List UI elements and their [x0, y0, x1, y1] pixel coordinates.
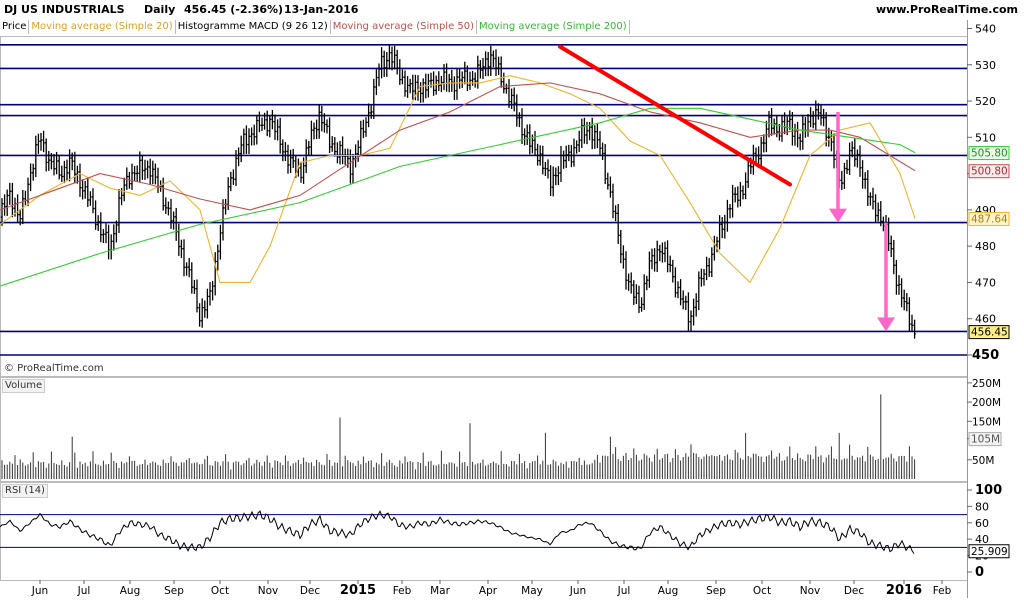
instrument-name: DJ US INDUSTRIALS: [4, 3, 125, 16]
price-tag: [968, 164, 1010, 179]
volume-pane-label[interactable]: Volume: [2, 379, 46, 393]
price-tick-label: 540: [975, 23, 996, 36]
rsi-tick-label: 80: [975, 500, 989, 513]
rsi-tick-label: 0: [975, 565, 984, 580]
legend-price[interactable]: Price: [0, 20, 30, 34]
volume-pane: 250M 200M 150M 105M 50M: [1, 378, 1002, 479]
volume-tick-label: 250M: [972, 378, 1001, 390]
price-tick-label: 480: [975, 240, 996, 253]
legend-macd[interactable]: Histogramme MACD (9 26 12): [176, 20, 331, 34]
price-tag-label: 487.64: [971, 213, 1008, 225]
header-date: 13-Jan-2016: [284, 3, 359, 16]
price-bars: [0, 44, 916, 339]
time-tick-label: 2015: [340, 583, 376, 598]
ma200-line: [0, 107, 916, 287]
time-tick-label: Sep: [706, 585, 726, 597]
rsi-tag: [968, 544, 1010, 559]
legend-ma200[interactable]: Moving average (Simple 200): [477, 20, 630, 34]
time-tick-label: Apr: [479, 585, 498, 597]
site-url: www.ProRealTime.com: [875, 3, 1018, 16]
time-tick-label: Aug: [658, 585, 679, 597]
pane-frame: [0, 377, 968, 482]
time-tick-label: Jun: [31, 585, 48, 597]
rsi-pane-label[interactable]: RSI (14): [2, 484, 48, 498]
legend-ma20[interactable]: Moving average (Simple 20): [29, 20, 176, 34]
time-tick-label: Mar: [430, 585, 450, 597]
price-tag: [968, 146, 1010, 161]
price-change: 456.45 (-2.36%): [184, 3, 284, 16]
price-tick-label: 470: [975, 276, 996, 289]
price-tag: [968, 211, 1010, 226]
time-axis: Jun Jul Aug Sep Oct Nov Dec 2015 Feb Mar Apr May Jun…: [31, 580, 952, 598]
time-tick-label: Jun: [569, 585, 586, 597]
down-arrow-head: [829, 208, 847, 223]
time-tick-label: Nov: [258, 585, 279, 597]
price-pane: 540 530 520 510 500 490 480 470 460 450 505.80 500.…: [0, 23, 1010, 363]
down-arrow-head: [877, 317, 895, 332]
pane-frame: [0, 36, 968, 377]
time-tick-label: Aug: [120, 585, 141, 597]
time-tick-label: Oct: [753, 585, 771, 597]
time-tick-label: 2016: [886, 583, 922, 598]
time-tick-label: Jul: [77, 585, 91, 597]
time-tick-label: Jul: [617, 585, 631, 597]
volume-bars: [1, 394, 916, 479]
ma20-line: [0, 75, 916, 284]
indicator-legend: Price Moving average (Simple 20) Histogram…: [0, 20, 630, 34]
period-label: Daily: [144, 3, 176, 16]
price-tick-label: 450: [972, 348, 999, 363]
volume-tick-label: 200M: [972, 397, 1001, 409]
rsi-pane: 100 80 60 40 20 0 25.909: [0, 483, 1010, 580]
price-tick-label: 520: [975, 95, 996, 108]
chart-header: DJ US INDUSTRIALS Daily 456.45 (-2.36%) …: [0, 0, 1024, 20]
time-tick-label: Feb: [393, 585, 412, 597]
time-tick-label: Nov: [800, 585, 821, 597]
time-tick-label: Dec: [300, 585, 321, 597]
rsi-tick-label: 60: [975, 517, 989, 530]
price-tag-label: 456.45: [971, 327, 1008, 339]
price-tag-label: 505.80: [971, 148, 1008, 160]
price-tick-label: 500: [975, 168, 996, 181]
price-tick-label: 490: [975, 204, 996, 217]
red-trendline: [558, 44, 792, 187]
time-tick-label: Oct: [211, 585, 229, 597]
time-tick-label: May: [521, 585, 543, 597]
legend-ma50[interactable]: Moving average (Simple 50): [331, 20, 478, 34]
pane-frame: [0, 482, 968, 581]
price-tick-label: 460: [975, 313, 996, 326]
price-tick-label: 530: [975, 59, 996, 72]
rsi-tick-label: 40: [975, 533, 989, 546]
rsi-tick-label: 20: [975, 550, 989, 563]
price-tag-label: 500.80: [971, 166, 1008, 178]
rsi-tag-label: 25.909: [971, 546, 1008, 558]
volume-tick-label: 50M: [972, 455, 994, 467]
price-tag: [968, 325, 1010, 340]
copyright-label: © ProRealTime.com: [4, 363, 104, 374]
volume-tag-label: 105M: [971, 434, 1000, 446]
rsi-line: [0, 510, 915, 554]
price-tick-label: 510: [975, 131, 996, 144]
time-tick-label: Dec: [844, 585, 865, 597]
rsi-tick-label: 100: [975, 483, 1002, 498]
volume-tick-label: 150M: [972, 416, 1001, 428]
ma50-line: [0, 82, 916, 211]
volume-tag: [968, 432, 1002, 447]
time-tick-label: Feb: [933, 585, 952, 597]
time-tick-label: Sep: [164, 585, 184, 597]
